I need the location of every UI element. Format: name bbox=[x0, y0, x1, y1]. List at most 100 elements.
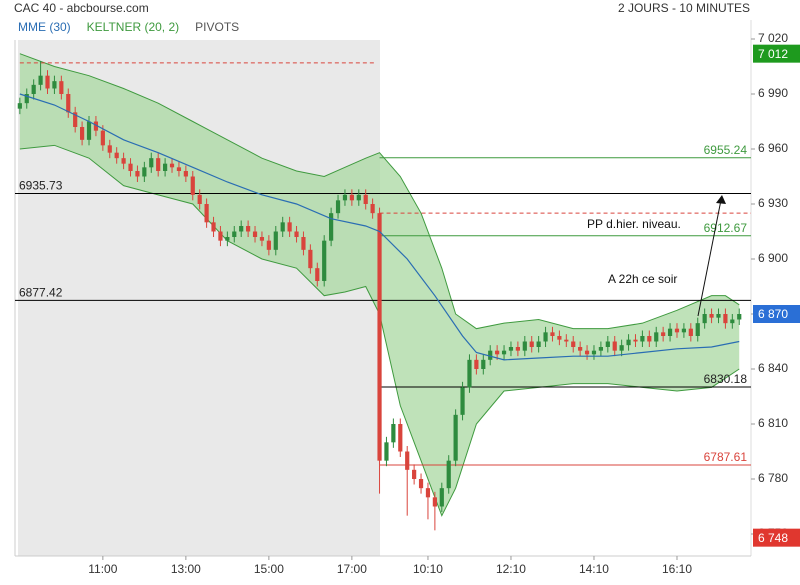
keltner-upper bbox=[19, 53, 740, 330]
candle-body bbox=[626, 339, 631, 346]
price-tag-label: 7 012 bbox=[758, 47, 788, 61]
candle-body bbox=[377, 213, 382, 461]
candle-body bbox=[681, 328, 687, 333]
candle-body bbox=[730, 319, 735, 324]
candle-body bbox=[633, 339, 638, 342]
candle-body bbox=[529, 341, 534, 347]
candle-body bbox=[294, 231, 299, 237]
candle-body bbox=[114, 152, 119, 159]
candle-body bbox=[31, 84, 36, 94]
x-tick-label: 10:10 bbox=[413, 562, 443, 576]
candle-body bbox=[405, 451, 410, 470]
candle-body bbox=[163, 163, 168, 171]
candle-body bbox=[723, 314, 728, 324]
x-tick-label: 15:00 bbox=[254, 562, 284, 576]
candle-body bbox=[432, 497, 437, 507]
candle-body bbox=[232, 231, 237, 237]
annotation-arrowhead bbox=[716, 195, 726, 204]
candle-body bbox=[515, 347, 520, 351]
candle-body bbox=[287, 222, 292, 232]
pivot-label: 6935.73 bbox=[19, 179, 63, 193]
candle-body bbox=[661, 332, 666, 336]
x-tick-label: 13:00 bbox=[171, 562, 201, 576]
candle-body bbox=[259, 237, 265, 241]
x-tick-label: 16:10 bbox=[662, 562, 692, 576]
candle-body bbox=[225, 237, 230, 241]
candle-body bbox=[322, 240, 327, 281]
chart-subtitle: 2 JOURS - 10 MINUTES bbox=[618, 1, 750, 15]
candle-body bbox=[183, 171, 188, 177]
candle-body bbox=[488, 350, 493, 360]
candle-body bbox=[495, 350, 500, 355]
price-tag bbox=[753, 528, 800, 547]
candle-body bbox=[508, 347, 514, 351]
candle-body bbox=[536, 341, 541, 347]
pivot-label: 6877.42 bbox=[19, 286, 63, 300]
price-tag bbox=[753, 305, 800, 323]
keltner-lower bbox=[19, 144, 740, 517]
candle-body bbox=[598, 347, 603, 351]
candle-body bbox=[93, 121, 99, 131]
candle-body bbox=[176, 167, 182, 171]
candle-body bbox=[619, 345, 624, 351]
candle-body bbox=[128, 163, 133, 171]
annotation-arrow bbox=[697, 199, 722, 317]
y-tick-label: 6 810 bbox=[758, 416, 788, 430]
candle-body bbox=[446, 460, 451, 489]
candle-body bbox=[121, 158, 126, 164]
candle-body bbox=[501, 350, 507, 355]
candle-body bbox=[197, 194, 202, 204]
candle-body bbox=[605, 341, 610, 347]
candle-body bbox=[522, 341, 527, 351]
candle-body bbox=[86, 121, 92, 140]
legend-entry: PIVOTS bbox=[195, 20, 239, 34]
pivot-label: 6830.18 bbox=[704, 372, 748, 386]
candle-body bbox=[474, 359, 479, 369]
candle-body bbox=[674, 328, 680, 333]
candle-body bbox=[66, 94, 71, 113]
candle-body bbox=[418, 479, 424, 489]
candle-body bbox=[266, 240, 271, 250]
candle-body bbox=[543, 332, 548, 342]
candle-body bbox=[59, 81, 64, 94]
y-tick-label: 6 780 bbox=[758, 471, 788, 485]
pivot-label: 6787.61 bbox=[704, 450, 748, 464]
candle-body bbox=[640, 336, 645, 342]
candle-body bbox=[584, 350, 590, 355]
y-tick-label: 6 990 bbox=[758, 86, 788, 100]
candle-body bbox=[716, 314, 721, 318]
pivot-label: 6955.24 bbox=[704, 143, 748, 157]
candle-body bbox=[79, 127, 85, 140]
candle-body bbox=[273, 231, 278, 250]
x-tick-label: 12:10 bbox=[496, 562, 526, 576]
candle-body bbox=[647, 336, 652, 342]
candle-body bbox=[467, 359, 472, 388]
legend-entry: MME (30) bbox=[18, 20, 71, 34]
candle-body bbox=[425, 488, 431, 498]
pivot-label: 6912.67 bbox=[704, 221, 748, 235]
candle-body bbox=[391, 424, 396, 443]
x-tick-label: 17:00 bbox=[337, 562, 367, 576]
candle-body bbox=[709, 314, 714, 318]
candle-body bbox=[100, 130, 105, 146]
x-tick-label: 11:00 bbox=[88, 562, 117, 576]
candle-body bbox=[308, 249, 313, 269]
candle-body bbox=[156, 158, 161, 171]
candle-body bbox=[460, 387, 465, 415]
candle-body bbox=[246, 226, 251, 232]
candle-body bbox=[280, 222, 285, 232]
candle-body bbox=[356, 194, 361, 201]
candle-body bbox=[45, 75, 50, 89]
candle-body bbox=[370, 204, 375, 214]
candle-body bbox=[737, 314, 742, 320]
candle-body bbox=[481, 359, 486, 369]
candle-body bbox=[52, 81, 57, 89]
candle-body bbox=[591, 350, 597, 355]
candle-body bbox=[239, 226, 244, 232]
candle-body bbox=[550, 332, 555, 336]
y-tick-label: 6 840 bbox=[758, 361, 788, 375]
candle-body bbox=[398, 424, 403, 452]
candle-body bbox=[190, 176, 195, 195]
candle-body bbox=[612, 341, 617, 351]
